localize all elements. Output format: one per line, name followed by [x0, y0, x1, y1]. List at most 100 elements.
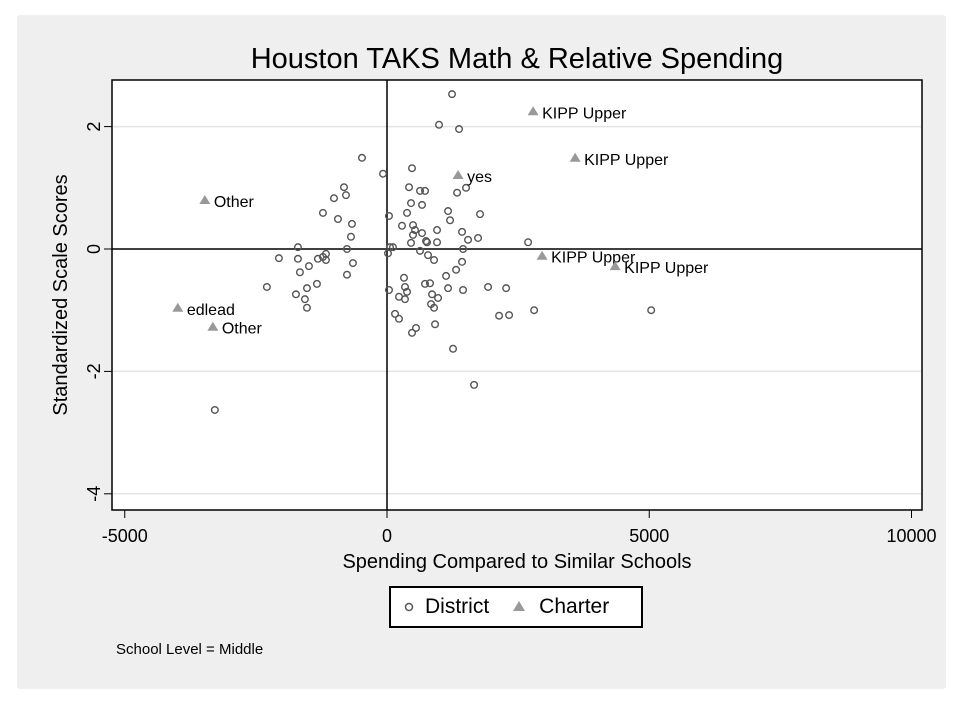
- district-point: [293, 243, 302, 252]
- district-point: [313, 254, 322, 263]
- district-point: [409, 230, 418, 239]
- x-axis-label: Spending Compared to Similar Schools: [342, 551, 691, 573]
- district-point: [408, 164, 417, 173]
- district-point: [395, 314, 404, 323]
- x-tick-label: 0: [382, 526, 392, 546]
- charter-marker-icon: [513, 601, 526, 611]
- district-point: [295, 268, 304, 277]
- district-point: [452, 265, 461, 274]
- district-point: [262, 282, 271, 291]
- charter-point: [207, 321, 219, 331]
- district-point: [505, 311, 514, 320]
- district-point: [444, 207, 453, 216]
- point-label: KIPP Upper: [542, 105, 627, 122]
- district-point: [302, 284, 311, 293]
- district-point: [409, 221, 418, 230]
- district-point: [302, 303, 311, 312]
- legend-district: District: [425, 595, 490, 618]
- district-point: [444, 284, 453, 293]
- district-point: [304, 262, 313, 271]
- charter-point: [609, 261, 621, 271]
- legend: District Charter: [389, 586, 643, 628]
- district-point: [329, 194, 338, 203]
- x-tick-label: -5000: [102, 526, 148, 546]
- district-point: [430, 256, 439, 265]
- plot-area: [111, 79, 923, 511]
- charter-point: [527, 106, 539, 116]
- district-point: [399, 273, 408, 282]
- district-point: [312, 279, 321, 288]
- district-point: [433, 226, 442, 235]
- district-point: [418, 200, 427, 209]
- district-point: [412, 323, 421, 332]
- point-label: Other: [222, 321, 263, 338]
- y-tick-label: 0: [84, 244, 104, 254]
- district-point: [384, 211, 393, 220]
- district-point: [346, 232, 355, 241]
- y-tick-label: -2: [84, 363, 104, 379]
- district-point: [398, 221, 407, 230]
- district-point: [524, 238, 533, 247]
- legend-charter: Charter: [539, 595, 610, 618]
- district-point: [383, 249, 392, 258]
- district-point: [430, 303, 439, 312]
- district-point: [342, 270, 351, 279]
- district-point: [484, 282, 493, 291]
- x-tick-label: 10000: [886, 526, 936, 546]
- district-point: [400, 295, 409, 304]
- district-point: [333, 215, 342, 224]
- chart-note: School Level = Middle: [116, 641, 264, 658]
- district-point: [495, 311, 504, 320]
- district-point: [426, 279, 435, 288]
- y-tick-label: -4: [84, 486, 104, 502]
- district-marker-icon: [404, 602, 414, 612]
- district-point: [470, 380, 479, 389]
- district-point: [391, 309, 400, 318]
- district-point: [462, 183, 471, 192]
- district-point: [342, 244, 351, 253]
- district-point: [442, 271, 451, 280]
- charter-point: [536, 250, 548, 260]
- district-point: [435, 120, 444, 129]
- point-label: KIPP Upper: [624, 260, 709, 277]
- district-point: [433, 238, 442, 247]
- district-point: [291, 290, 300, 299]
- district-point: [384, 286, 393, 295]
- district-point: [341, 191, 350, 200]
- district-point: [446, 216, 455, 225]
- district-point: [464, 235, 473, 244]
- district-point: [422, 237, 431, 246]
- district-point: [421, 186, 430, 195]
- district-point: [428, 290, 437, 299]
- chart-title: Houston TAKS Math & Relative Spending: [251, 43, 784, 75]
- district-point: [318, 208, 327, 217]
- district-point: [407, 199, 416, 208]
- district-point: [274, 254, 283, 263]
- district-point: [449, 344, 458, 353]
- point-label: edlead: [187, 302, 235, 319]
- district-point: [530, 306, 539, 315]
- district-point: [458, 227, 467, 236]
- district-point: [293, 254, 302, 263]
- district-point: [411, 226, 420, 235]
- district-point: [459, 244, 468, 253]
- district-point: [357, 153, 366, 162]
- district-point: [321, 256, 330, 265]
- district-point: [300, 295, 309, 304]
- district-point: [423, 238, 432, 247]
- district-point: [407, 238, 416, 247]
- y-tick-label: 2: [84, 122, 104, 132]
- district-point: [458, 257, 467, 266]
- district-point: [459, 286, 468, 295]
- point-label: yes: [467, 169, 492, 186]
- district-point: [403, 287, 412, 296]
- charter-point: [569, 152, 581, 162]
- x-tick-label: 5000: [629, 526, 669, 546]
- district-point: [431, 320, 440, 329]
- district-point: [448, 90, 457, 99]
- district-point: [434, 293, 443, 302]
- district-point: [347, 219, 356, 228]
- district-point: [348, 259, 357, 268]
- district-point: [379, 169, 388, 178]
